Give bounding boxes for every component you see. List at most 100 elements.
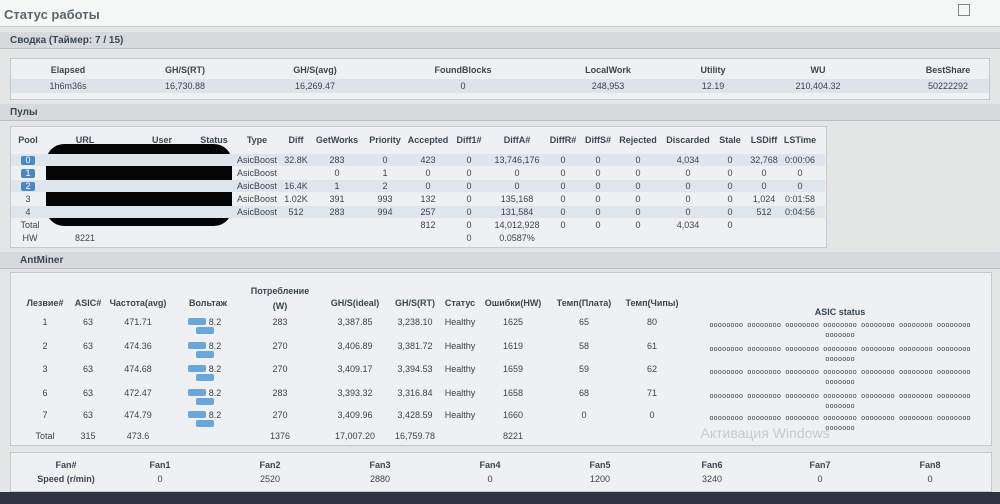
pool-cell: 1 bbox=[382, 168, 388, 178]
pool-cell: 0 bbox=[761, 181, 767, 191]
pool-cell: 512 bbox=[288, 207, 304, 217]
pool-header: Stale bbox=[719, 135, 741, 145]
antminer-cell: Healthy bbox=[444, 317, 476, 327]
fan-value: 0 bbox=[927, 474, 933, 484]
summary-header: BestShare bbox=[925, 65, 971, 75]
summary-header: Utility bbox=[700, 65, 726, 75]
window-button[interactable] bbox=[958, 4, 970, 16]
pool-cell: 1,024 bbox=[752, 194, 776, 204]
pool-cell: 283 bbox=[329, 207, 345, 217]
pool-cell: 0 bbox=[595, 194, 601, 204]
pool-cell: 1.02K bbox=[284, 194, 308, 204]
pool-cell: 0 bbox=[334, 168, 340, 178]
voltage-button[interactable] bbox=[196, 327, 214, 334]
pool-cell: 0 bbox=[560, 194, 566, 204]
pool-cell: 812 bbox=[420, 220, 436, 230]
fan-value: 2520 bbox=[259, 474, 281, 484]
antminer-cell: 3,394.53 bbox=[397, 364, 433, 374]
fan-header: Fan7 bbox=[809, 460, 831, 470]
pool-cell: 0 bbox=[727, 155, 733, 165]
pool-cell: 993 bbox=[377, 194, 393, 204]
pool-header: LSDiff bbox=[750, 135, 778, 145]
fan-value: 0 bbox=[817, 474, 823, 484]
antminer-cell: 1658 bbox=[502, 388, 524, 398]
antminer-cell: 68 bbox=[578, 388, 590, 398]
pool-cell: 132 bbox=[420, 194, 436, 204]
pool-cell: 0 bbox=[595, 207, 601, 217]
voltage-button[interactable] bbox=[196, 398, 214, 405]
pool-cell: 0 bbox=[685, 194, 691, 204]
summary-value: 0 bbox=[460, 81, 466, 91]
antminer-cell: 3,428.59 bbox=[397, 410, 433, 420]
section-bar bbox=[0, 32, 1000, 49]
antminer-box bbox=[10, 272, 992, 446]
pool-cell: 0 bbox=[466, 168, 472, 178]
voltage-button[interactable] bbox=[188, 411, 206, 418]
pool-cell: 0 bbox=[382, 155, 388, 165]
antminer-header: Темп(Чипы) bbox=[625, 298, 679, 308]
voltage-button[interactable] bbox=[196, 420, 214, 427]
antminer-header: Потребление (W) bbox=[250, 286, 310, 311]
summary-header: WU bbox=[810, 65, 826, 75]
pool-header: Status bbox=[200, 135, 228, 145]
antminer-cell: 1 bbox=[42, 317, 48, 327]
pool-cell: 0 bbox=[466, 155, 472, 165]
pool-cell: 32.8K bbox=[284, 155, 308, 165]
antminer-cell: 3 bbox=[42, 364, 48, 374]
fan-value: 3240 bbox=[701, 474, 723, 484]
asic-status: oooooooo oooooooo oooooooo oooooooo oooo… bbox=[709, 345, 971, 363]
row-band bbox=[11, 79, 989, 93]
antminer-cell: 3,409.96 bbox=[337, 410, 373, 420]
pool-cell: 0 bbox=[595, 168, 601, 178]
voltage-button[interactable] bbox=[188, 389, 206, 396]
pool-cell: 0 bbox=[727, 194, 733, 204]
asic-status: oooooooo oooooooo oooooooo oooooooo oooo… bbox=[709, 321, 971, 339]
fan-label: Speed (r/min) bbox=[37, 474, 95, 484]
pool-cell: 0 bbox=[466, 207, 472, 217]
pool-header: GetWorks bbox=[315, 135, 359, 145]
pool-cell: 0 bbox=[425, 181, 431, 191]
summary-value: 1h6m36s bbox=[49, 81, 87, 91]
voltage-button[interactable] bbox=[188, 365, 206, 372]
row-band bbox=[11, 154, 825, 166]
antminer-cell: 71 bbox=[646, 388, 658, 398]
antminer-cell: 3,387.85 bbox=[337, 317, 373, 327]
antminer-header: GH/S(ideal) bbox=[330, 298, 380, 308]
antminer-cell: 7 bbox=[42, 410, 48, 420]
antminer-cell: 3,406.89 bbox=[337, 341, 373, 351]
summary-value: 16,730.88 bbox=[164, 81, 206, 91]
antminer-cell: 474.79 bbox=[124, 410, 152, 420]
antminer-cell: 3,381.72 bbox=[397, 341, 433, 351]
summary-value: 210,404.32 bbox=[795, 81, 841, 91]
pool-cell: 0 bbox=[560, 207, 566, 217]
pool-header: Diff bbox=[288, 135, 304, 145]
antminer-cell: Healthy bbox=[444, 364, 476, 374]
pool-cell: 0 bbox=[514, 168, 520, 178]
antminer-header: ASIC status bbox=[814, 307, 866, 317]
antminer-cell: 59 bbox=[578, 364, 590, 374]
pool-cell: 0 bbox=[425, 168, 431, 178]
voltage-button[interactable] bbox=[196, 351, 214, 358]
pool-cell: 0 bbox=[635, 168, 641, 178]
voltage-button[interactable] bbox=[188, 342, 206, 349]
antminer-cell: 58 bbox=[578, 341, 590, 351]
summary-value: 12.19 bbox=[701, 81, 725, 91]
pool-cell: AsicBoost bbox=[236, 181, 278, 191]
voltage-value: 8.2 bbox=[208, 317, 222, 327]
antminer-cell: 63 bbox=[82, 317, 94, 327]
pool-cell: 0 bbox=[466, 233, 472, 243]
antminer-cell: 6 bbox=[42, 388, 48, 398]
antminer-cell: Total bbox=[35, 431, 55, 441]
pool-cell: 0 bbox=[560, 181, 566, 191]
voltage-value: 8.2 bbox=[208, 364, 222, 374]
voltage-button[interactable] bbox=[188, 318, 206, 325]
pool-cell: 0 bbox=[761, 168, 767, 178]
summary-header: Elapsed bbox=[50, 65, 86, 75]
voltage-button[interactable] bbox=[196, 374, 214, 381]
pool-cell: 0 bbox=[560, 155, 566, 165]
antminer-header: Темп(Плата) bbox=[556, 298, 612, 308]
antminer-header: Вольтаж bbox=[188, 298, 228, 308]
antminer-cell: 1376 bbox=[269, 431, 291, 441]
pool-header: DiffR# bbox=[549, 135, 577, 145]
fan-value: 0 bbox=[157, 474, 163, 484]
